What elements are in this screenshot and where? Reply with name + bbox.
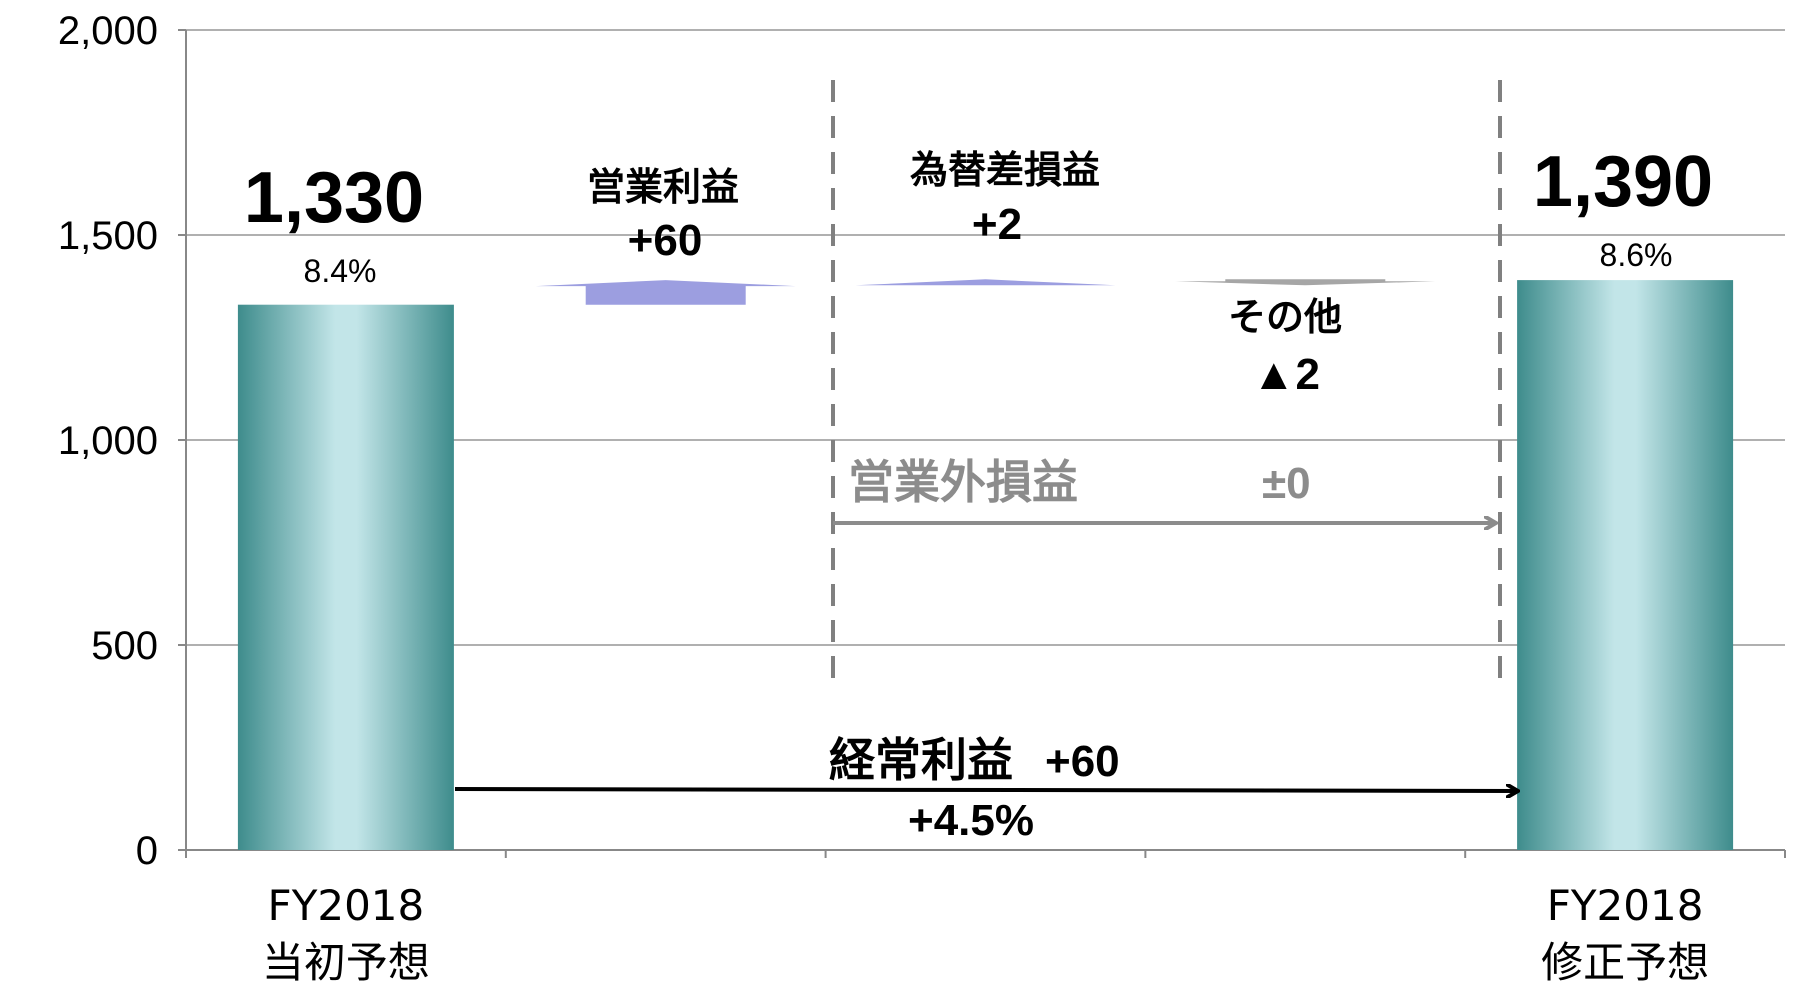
change-marker: [855, 279, 1116, 286]
ordinary-rate: +4.5%: [908, 796, 1034, 845]
total-label-revised: 1,390: [1533, 142, 1713, 222]
change-value-operating: +60: [628, 216, 703, 265]
x-category-label: FY2018: [268, 881, 425, 930]
change-value-fx: +2: [972, 200, 1022, 249]
total-bar: [1517, 280, 1734, 851]
ordinary-value: +60: [1045, 737, 1120, 786]
change-markers: [535, 279, 1436, 305]
x-category-label: FY2018: [1547, 881, 1704, 930]
bars: [237, 280, 1734, 851]
x-category-label: 修正予想: [1541, 938, 1709, 987]
total-label-initial: 1,330: [244, 158, 424, 238]
x-axis-categories: FY2018 当初予想 FY2018 修正予想: [262, 881, 1709, 987]
margin-label-revised: 8.6%: [1600, 237, 1673, 273]
y-tick-label: 1,000: [58, 419, 158, 463]
change-label-operating: 営業利益: [587, 165, 739, 209]
ordinary-label: 経常利益: [829, 733, 1013, 787]
change-marker: [1175, 279, 1436, 286]
y-tick-label: 2,000: [58, 9, 158, 53]
change-marker: [535, 280, 796, 305]
non-operating-label: 営業外損益: [848, 455, 1078, 509]
total-bar: [237, 304, 454, 850]
change-label-other: その他: [1228, 295, 1342, 339]
y-tick-label: 1,500: [58, 214, 158, 258]
x-category-label: 当初予想: [262, 938, 430, 987]
y-tick-label: 0: [136, 829, 158, 873]
change-value-other: ▲2: [1252, 350, 1320, 399]
y-tick-label: 500: [91, 624, 158, 668]
margin-label-initial: 8.4%: [304, 253, 377, 289]
ordinary-arrow: [454, 789, 1518, 791]
change-label-fx: 為替差損益: [910, 148, 1100, 192]
non-operating-value: ±0: [1262, 459, 1311, 508]
y-axis-ticks: 0 500 1,000 1,500 2,000: [58, 9, 158, 873]
